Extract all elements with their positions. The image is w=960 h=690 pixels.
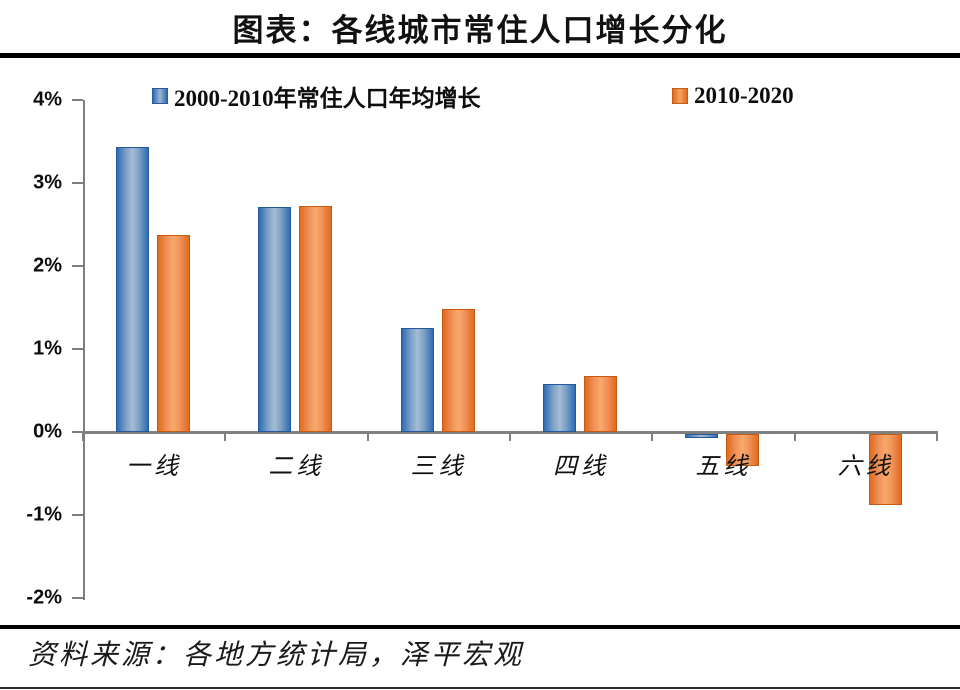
bar-orange-一线 [157,235,190,432]
x-category-label: 五线 [695,454,752,480]
bar-blue-四线 [543,383,576,432]
y-axis-label: -2% [26,586,62,609]
y-axis-label: 2% [33,254,62,277]
y-axis-label: 0% [33,420,62,443]
legend-item-2010-2020: 2010-2020 [672,82,794,110]
x-axis-tick [224,432,227,441]
source-note: 资料来源：各地方统计局，泽平宏观 [28,640,525,671]
bar-blue-一线 [116,147,149,432]
y-axis-tick [72,265,83,267]
y-axis-tick [72,99,83,101]
x-category-label: 一线 [126,454,182,480]
y-axis-label: 3% [33,171,62,194]
x-axis-tick [936,432,938,441]
bar-blue-二线 [258,207,292,432]
x-category-label: 二线 [268,454,325,480]
title-divider-rule [0,53,960,58]
bar-orange-五线 [726,434,760,467]
y-axis-label: -1% [26,503,62,526]
legend-label-2010-2020: 2010-2020 [694,83,794,108]
bar-orange-六线 [868,434,902,505]
bar-blue-三线 [400,328,434,432]
bar-orange-二线 [299,206,333,432]
source-divider-rule [0,625,960,629]
legend-item-2000-2010: 2000-2010年常住人口年均增长 [152,82,481,111]
y-axis-tick [72,348,83,350]
y-axis-tick [72,514,83,516]
legend-swatch-orange-icon [672,88,688,104]
bar-blue-五线 [685,434,719,439]
footer-rule [0,687,960,689]
y-axis-tick [72,431,83,433]
legend-swatch-blue-icon [152,88,168,104]
y-axis-tick [72,597,83,599]
x-axis-tick [509,432,511,441]
x-axis-tick [366,432,369,441]
x-axis-tick [793,432,796,441]
x-category-label: 六线 [837,454,894,480]
y-axis-label: 1% [33,337,62,360]
x-category-label: 四线 [553,454,609,480]
x-category-label: 三线 [410,454,467,480]
y-axis-label: 4% [33,88,62,111]
bar-orange-四线 [584,376,617,432]
y-axis-line [83,100,85,600]
legend-label-2000-2010: 2000-2010年常住人口年均增长 [174,86,481,111]
bar-orange-三线 [441,309,475,432]
y-axis-tick [72,182,83,184]
chart-title: 图表：各线城市常住人口增长分化 [232,13,728,48]
x-axis-tick [651,432,654,441]
x-axis-tick [82,432,84,441]
